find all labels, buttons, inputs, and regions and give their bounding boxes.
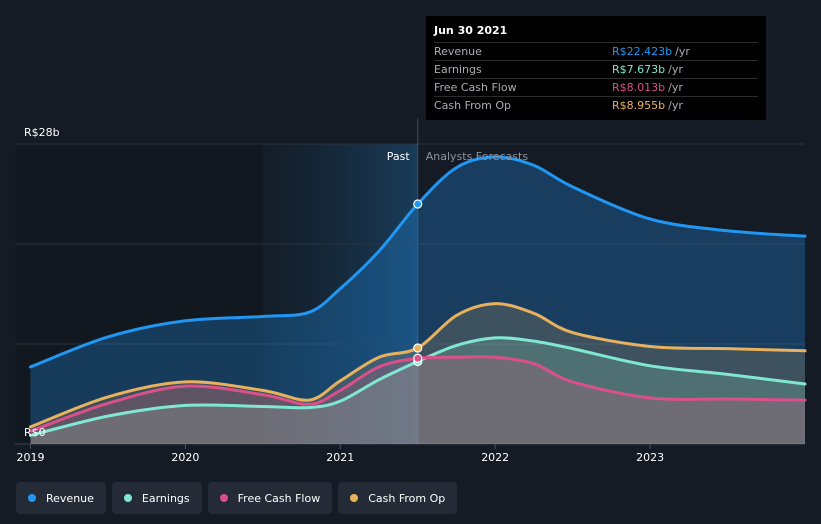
tooltip: Jun 30 2021 Revenue R$22.423b /yr Earnin… [426, 16, 766, 120]
tooltip-value: R$22.423b [612, 45, 673, 58]
forecast-label: Analysts Forecasts [426, 150, 529, 163]
tooltip-label: Revenue [434, 45, 482, 58]
legend-dot-icon [123, 494, 132, 502]
legend-dot-icon [219, 494, 228, 502]
x-tick-label: 2019 [16, 451, 44, 464]
area-cash-from-op [30, 303, 805, 444]
tooltip-value: R$7.673b [612, 63, 666, 76]
x-tick-label: 2022 [481, 451, 509, 464]
legend-item-cash-from-op[interactable]: Cash From Op [338, 482, 458, 514]
legend-item-free-cash-flow[interactable]: Free Cash Flow [207, 482, 333, 514]
past-label: Past [387, 150, 411, 163]
tooltip-row-earnings: Earnings R$7.673b /yr [434, 60, 758, 78]
tooltip-value: R$8.013b [612, 81, 666, 94]
y-axis-bottom-label: R$0 [24, 426, 46, 439]
legend-label: Free Cash Flow [237, 491, 321, 505]
tooltip-unit: /yr [668, 99, 683, 112]
legend: Revenue Earnings Free Cash Flow Cash Fro… [16, 482, 458, 514]
area-earnings [30, 337, 805, 444]
legend-dot-icon [350, 494, 359, 502]
tooltip-date: Jun 30 2021 [434, 24, 508, 37]
tooltip-row-free-cash-flow: Free Cash Flow R$8.013b /yr [434, 78, 758, 96]
tooltip-unit: /yr [675, 45, 690, 58]
legend-label: Earnings [141, 491, 190, 505]
area-free-cash-flow [30, 356, 805, 444]
tooltip-label: Earnings [434, 63, 482, 76]
legend-item-revenue[interactable]: Revenue [16, 482, 106, 514]
legend-dot-icon [28, 494, 36, 502]
legend-item-earnings[interactable]: Earnings [111, 482, 202, 514]
x-tick-label: 2020 [171, 451, 199, 464]
legend-label: Cash From Op [368, 491, 446, 505]
y-axis-top-label: R$28b [24, 126, 60, 139]
tooltip-label: Cash From Op [434, 99, 512, 112]
tooltip-value: R$8.955b [612, 99, 666, 112]
marker-free-cash-flow [413, 353, 423, 363]
past-highlight-band [262, 144, 418, 444]
area-revenue [30, 156, 805, 444]
tooltip-row-revenue: Revenue R$22.423b /yr [434, 42, 758, 60]
x-tick-label: 2023 [636, 451, 664, 464]
marker-cash-from-op [413, 343, 423, 353]
x-tick-label: 2021 [326, 451, 354, 464]
marker-revenue [413, 199, 423, 209]
tooltip-unit: /yr [668, 63, 683, 76]
tooltip-row-cash-from-op: Cash From Op R$8.955b /yr [434, 96, 758, 114]
legend-label: Revenue [46, 491, 94, 505]
tooltip-unit: /yr [668, 81, 683, 94]
tooltip-label: Free Cash Flow [434, 81, 517, 94]
